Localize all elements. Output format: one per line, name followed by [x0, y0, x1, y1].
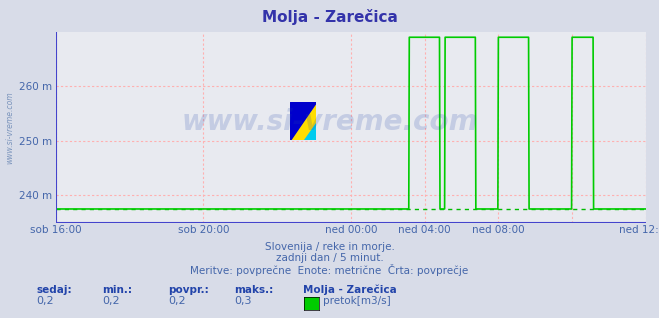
Text: pretok[m3/s]: pretok[m3/s] [323, 296, 391, 306]
Polygon shape [290, 102, 316, 140]
Polygon shape [290, 102, 316, 140]
Text: 0,3: 0,3 [234, 296, 252, 306]
Text: zadnji dan / 5 minut.: zadnji dan / 5 minut. [275, 253, 384, 263]
Text: min.:: min.: [102, 285, 132, 294]
Text: Molja - Zarečica: Molja - Zarečica [303, 285, 397, 295]
Text: www.si-vreme.com: www.si-vreme.com [181, 108, 478, 136]
Text: 0,2: 0,2 [36, 296, 54, 306]
Text: www.si-vreme.com: www.si-vreme.com [5, 91, 14, 163]
Text: Molja - Zarečica: Molja - Zarečica [262, 9, 397, 25]
Polygon shape [304, 123, 316, 140]
Text: Meritve: povprečne  Enote: metrične  Črta: povprečje: Meritve: povprečne Enote: metrične Črta:… [190, 264, 469, 276]
Text: Slovenija / reke in morje.: Slovenija / reke in morje. [264, 242, 395, 252]
Text: povpr.:: povpr.: [168, 285, 209, 294]
Text: 0,2: 0,2 [168, 296, 186, 306]
Text: 0,2: 0,2 [102, 296, 120, 306]
Text: maks.:: maks.: [234, 285, 273, 294]
Text: sedaj:: sedaj: [36, 285, 72, 294]
